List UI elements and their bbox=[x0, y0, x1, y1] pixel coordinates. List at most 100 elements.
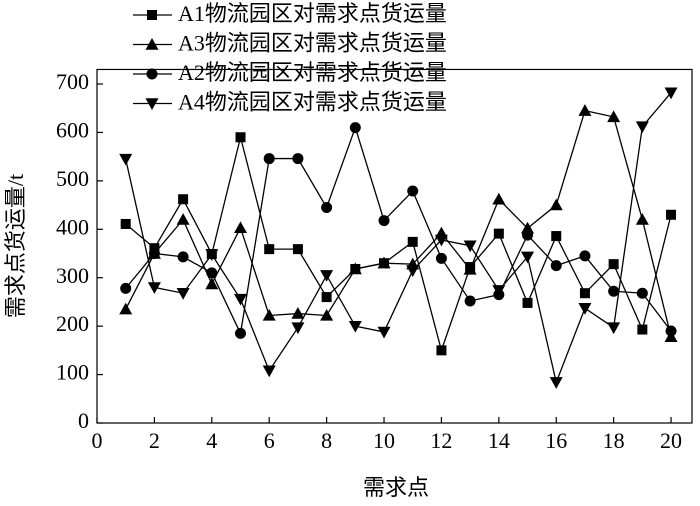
legend-label: A4物流园区对需求点货运量 bbox=[178, 90, 447, 115]
marker bbox=[377, 256, 391, 269]
marker bbox=[120, 218, 131, 229]
marker bbox=[177, 251, 189, 263]
marker bbox=[147, 282, 161, 294]
marker bbox=[348, 262, 362, 275]
marker bbox=[607, 110, 621, 123]
marker bbox=[406, 265, 420, 277]
legend-label: A1物流园区对需求点货运量 bbox=[178, 1, 447, 26]
x-tick-label: 0 bbox=[92, 428, 103, 453]
marker bbox=[262, 365, 276, 378]
series-line bbox=[125, 109, 672, 337]
marker bbox=[119, 153, 133, 166]
marker bbox=[521, 251, 535, 264]
marker bbox=[664, 87, 678, 100]
legend-entry: A3物流园区对需求点货运量 bbox=[133, 31, 447, 56]
marker bbox=[463, 262, 477, 275]
legend-entry: A4物流园区对需求点货运量 bbox=[133, 90, 447, 115]
x-tick-label: 12 bbox=[430, 428, 452, 453]
marker bbox=[578, 303, 592, 315]
marker bbox=[522, 229, 534, 241]
marker bbox=[291, 322, 305, 335]
y-tick-label: 200 bbox=[56, 311, 89, 336]
marker bbox=[321, 292, 332, 303]
marker bbox=[435, 252, 447, 264]
marker bbox=[636, 287, 648, 299]
marker bbox=[292, 244, 303, 255]
y-tick-label: 300 bbox=[56, 263, 89, 288]
marker bbox=[234, 221, 248, 234]
marker bbox=[579, 288, 590, 299]
x-tick-label: 8 bbox=[321, 428, 332, 453]
plot-frame bbox=[96, 68, 693, 424]
marker bbox=[521, 221, 535, 234]
marker bbox=[551, 231, 562, 242]
x-tick-label: 18 bbox=[603, 428, 625, 453]
legend-label: A3物流园区对需求点货运量 bbox=[178, 31, 447, 56]
marker bbox=[666, 209, 677, 220]
marker bbox=[119, 302, 133, 315]
marker bbox=[178, 194, 189, 205]
marker bbox=[464, 295, 476, 307]
marker bbox=[348, 320, 362, 333]
x-tick-label: 4 bbox=[206, 428, 217, 453]
x-tick-label: 6 bbox=[264, 428, 275, 453]
marker bbox=[607, 322, 621, 335]
marker bbox=[493, 228, 504, 239]
y-tick-label: 400 bbox=[56, 214, 89, 239]
marker bbox=[637, 324, 648, 335]
y-tick-label: 600 bbox=[56, 117, 89, 142]
marker bbox=[549, 198, 563, 211]
marker bbox=[145, 98, 159, 110]
x-tick-label: 14 bbox=[488, 428, 510, 453]
marker bbox=[492, 285, 506, 297]
x-tick-label: 20 bbox=[660, 428, 682, 453]
marker bbox=[579, 250, 591, 262]
legend-entry: A1物流园区对需求点货运量 bbox=[133, 1, 447, 26]
marker bbox=[120, 282, 132, 294]
marker bbox=[205, 277, 219, 290]
marker bbox=[378, 215, 390, 227]
marker bbox=[522, 297, 533, 308]
marker bbox=[407, 236, 418, 247]
marker bbox=[665, 325, 677, 337]
marker bbox=[635, 213, 649, 225]
marker bbox=[234, 293, 248, 306]
y-tick-label: 100 bbox=[56, 360, 89, 385]
marker bbox=[291, 307, 305, 319]
legend-entry: A2物流园区对需求点货运量 bbox=[133, 60, 447, 85]
series-line bbox=[125, 92, 672, 385]
marker bbox=[407, 185, 419, 197]
y-tick-label: 0 bbox=[78, 408, 89, 433]
marker bbox=[235, 327, 247, 339]
marker bbox=[608, 259, 619, 270]
x-tick-label: 2 bbox=[149, 428, 160, 453]
x-tick-label: 16 bbox=[545, 428, 567, 453]
marker bbox=[145, 38, 159, 50]
marker bbox=[235, 132, 246, 143]
marker bbox=[349, 122, 361, 134]
marker bbox=[148, 247, 160, 259]
y-axis-label: 需求点货运量/t bbox=[3, 174, 28, 318]
marker bbox=[377, 326, 391, 339]
marker bbox=[292, 153, 304, 165]
marker bbox=[608, 285, 620, 297]
marker bbox=[321, 201, 333, 213]
marker bbox=[320, 308, 334, 321]
marker bbox=[147, 10, 157, 20]
marker bbox=[262, 308, 276, 321]
marker bbox=[492, 192, 506, 205]
marker bbox=[206, 267, 218, 279]
marker bbox=[176, 213, 190, 225]
marker bbox=[205, 249, 219, 261]
x-tick-label: 10 bbox=[373, 428, 395, 453]
marker bbox=[578, 104, 592, 116]
y-tick-label: 700 bbox=[56, 69, 89, 94]
marker bbox=[264, 244, 275, 255]
marker bbox=[436, 345, 447, 356]
y-tick-label: 500 bbox=[56, 166, 89, 191]
marker bbox=[550, 260, 562, 272]
x-axis-label: 需求点 bbox=[363, 475, 429, 500]
marker bbox=[549, 377, 563, 389]
legend-label: A2物流园区对需求点货运量 bbox=[178, 60, 447, 85]
